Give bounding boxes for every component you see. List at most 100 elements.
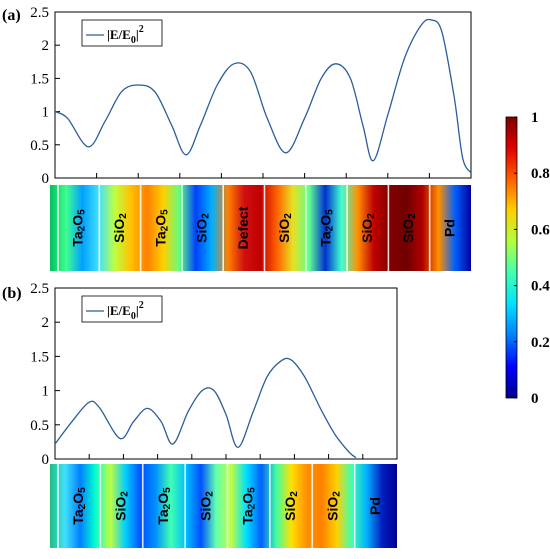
layer-label-sub: 2 [331,491,342,497]
layer-label: SiO2 [193,213,211,243]
colorbar-tick-label: 0.8 [531,166,550,182]
layer-label-sub: 2 [159,225,170,231]
y-tick-label: 1 [42,384,50,400]
layer-label-main: Ta [239,509,255,525]
layer-label: SiO2 [111,213,129,243]
panel-b: (b)00.511.522.5|E/E0|2Ta2O5SiO2Ta2O5SiO2… [2,281,398,548]
layer-label-main: SiO [112,497,128,521]
colorbar: 0 0.2 0.4 0.6 0.8 1 [505,110,550,407]
field-band [50,464,397,548]
legend-label: |E/E0|2 [107,300,144,322]
legend-label-bar: | [136,27,139,42]
layer-label: Ta2O5 [69,209,87,247]
colorbar-tick-label: 0.6 [531,222,550,238]
legend-label-sub: 0 [131,35,136,46]
panel-a: (a)00.511.522.5|E/E0|2Ta2O5SiO2Ta2O5SiO2… [2,5,472,271]
layer-label: Ta2O5 [152,209,170,247]
layer-label: Defect [235,206,251,249]
legend-box [81,295,163,323]
layer-label-main: SiO [358,219,374,243]
layer-label-sub: 5 [77,487,88,493]
layer-label-main: SiO [400,219,416,243]
layer-label-sub: 2 [365,213,376,219]
colorbar-tick-label: 0.4 [531,279,550,295]
layer-label: SiO2 [358,213,376,243]
layer-label: SiO2 [197,491,215,521]
series-line [54,18,472,174]
layer-label-sub: 5 [159,209,170,215]
layer-label-sub: 2 [204,491,215,497]
layer-label-main: SiO [111,219,127,243]
layer-label-sub: 2 [77,503,88,509]
layer-label-main: SiO [324,497,340,521]
legend-label-sub: 0 [131,311,136,322]
layer-label-sub: 2 [246,503,257,509]
y-tick-label: 1.5 [30,349,49,365]
layer-label: Ta2O5 [317,209,335,247]
layer-label-main: SiO [197,497,213,521]
y-tick-label: 2 [42,38,50,54]
layer-label-sub: 2 [119,491,130,497]
legend-box [81,19,163,47]
layer-label: SiO2 [112,491,130,521]
layer-label-sub: 5 [324,209,335,215]
y-tick-label: 2.5 [30,5,49,21]
panel-letter: (a) [2,7,21,24]
layer-label-main: Pd [441,219,457,237]
layer-label-mid: O [239,493,255,504]
layer-label: SiO2 [276,213,294,243]
layer-label-sub: 2 [162,503,173,509]
layer-label-mid: O [152,215,168,226]
layer-label-main: SiO [193,219,209,243]
layer-label-sub: 2 [289,491,300,497]
y-tick-label: 0.5 [30,418,49,434]
field-band [50,185,471,271]
y-tick-label: 0.5 [30,138,49,154]
layer-label-sub: 2 [76,225,87,231]
layer-label: SiO2 [400,213,418,243]
legend-label: |E/E0|2 [107,24,144,46]
legend-label-sup: 2 [139,24,144,35]
legend-label-bar: | [136,303,139,318]
layer-label-main: Pd [367,497,383,515]
layer-label-sub: 5 [76,209,87,215]
layer-label: SiO2 [324,491,342,521]
layer-label: Pd [367,497,383,515]
y-tick-label: 1.5 [30,71,49,87]
layer-label-mid: O [70,493,86,504]
layer-label-mid: O [317,215,333,226]
panel-letter: (b) [2,285,22,302]
y-tick-label: 1 [42,105,50,121]
layer-label-main: SiO [276,219,292,243]
layer-label-mid: O [69,215,85,226]
layer-label-sub: 2 [407,213,418,219]
layer-label-sub: 2 [118,213,129,219]
layer-label-sub: 5 [162,487,173,493]
legend-label-main: |E/E [107,27,131,42]
legend-label-sup: 2 [139,300,144,311]
series-line [54,357,357,459]
layer-label-mid: O [155,493,171,504]
layer-label: SiO2 [282,491,300,521]
layer-label: Ta2O5 [155,487,173,525]
layer-label-sub: 5 [246,487,257,493]
layer-label-main: SiO [282,497,298,521]
layer-label-main: Ta [69,231,85,247]
layer-label-sub: 2 [200,213,211,219]
layer-label-main: Ta [70,509,86,525]
colorbar-tick-label: 0 [531,391,539,407]
layer-label-sub: 2 [324,225,335,231]
y-tick-label: 0 [42,171,50,187]
layer-label: Pd [441,219,457,237]
layer-label-main: Ta [152,231,168,247]
y-tick-label: 2 [42,315,50,331]
layer-label-main: Defect [235,206,251,249]
layer-label-sub: 2 [283,213,294,219]
layer-label-main: Ta [155,509,171,525]
y-tick-label: 2.5 [30,281,49,297]
layer-label: Ta2O5 [239,487,257,525]
layer-label: Ta2O5 [70,487,88,525]
layer-label-main: Ta [317,231,333,247]
legend-label-main: |E/E [107,303,131,318]
